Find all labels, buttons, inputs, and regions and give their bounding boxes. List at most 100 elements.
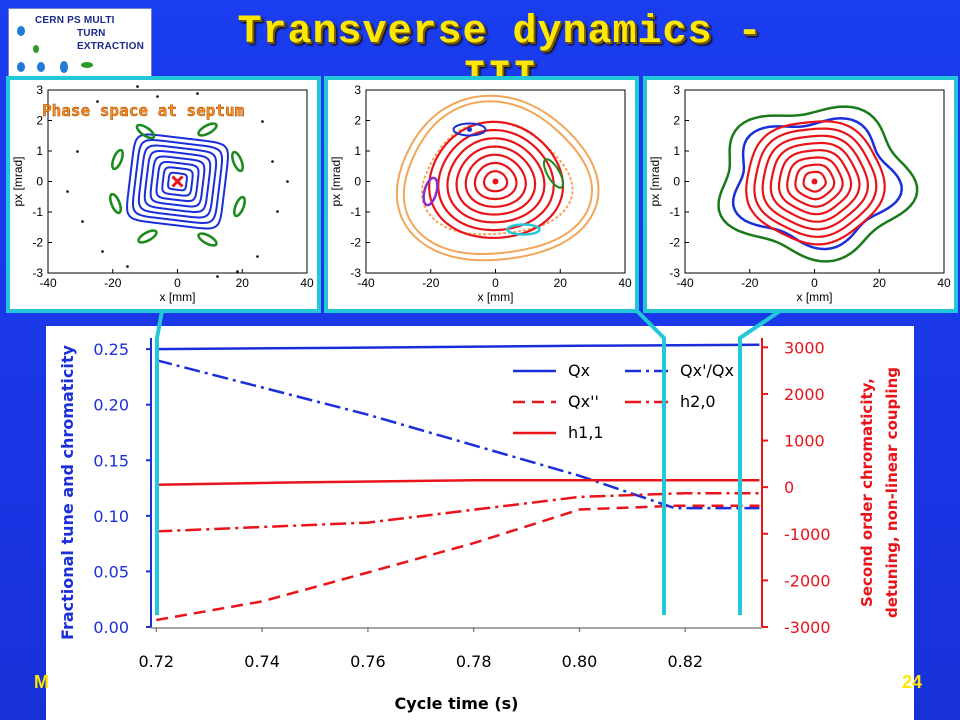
red-orbit xyxy=(446,137,546,224)
panel-y-tick-label: 0 xyxy=(673,175,680,189)
panel-x-axis-label: x [mm] xyxy=(478,290,514,304)
left-y-axis-label: Fractional tune and chromaticity xyxy=(58,344,77,639)
green-island xyxy=(231,150,244,173)
panel-y-tick-label: -1 xyxy=(32,205,43,219)
chaotic-point xyxy=(261,120,264,123)
right-y-tick-label: 2000 xyxy=(784,385,825,404)
septum-label: Phase space at septum xyxy=(42,101,245,120)
red-orbit xyxy=(753,127,878,238)
series-line-qxqx xyxy=(155,358,760,510)
panel-y-tick-label: 2 xyxy=(354,114,361,128)
panel-x-tick-label: 0 xyxy=(174,276,181,290)
green-island xyxy=(542,158,565,189)
x-tick-label: 0.80 xyxy=(562,652,598,671)
chaotic-point xyxy=(216,275,219,278)
panel-x-tick-label: -20 xyxy=(104,276,122,290)
chaotic-point xyxy=(286,180,289,183)
legend-label: Qx xyxy=(568,361,590,380)
panel-x-tick-label: 20 xyxy=(236,276,250,290)
right-y-tick-label: 3000 xyxy=(784,338,825,357)
panel-x-tick-label: 40 xyxy=(300,276,314,290)
panel-y-tick-label: 3 xyxy=(673,83,680,97)
phase-space-panel-3: -40 -20 0 20 40 3 2 1 0 -1 -2 -3 x [mm] px [mrad] xyxy=(643,76,958,313)
red-orbit xyxy=(802,170,827,193)
phase-space-panel-2: -40 -20 0 20 40 3 2 1 0 -1 -2 -3 x [mm] px [mrad] xyxy=(324,76,639,313)
panel-y-tick-label: 2 xyxy=(36,114,43,128)
logo-line-3: EXTRACTION xyxy=(77,41,144,52)
panel-x-tick-label: 0 xyxy=(811,276,818,290)
chaotic-point xyxy=(126,265,129,268)
panel-y-tick-label: -1 xyxy=(350,205,361,219)
red-orbit xyxy=(761,134,870,231)
cern-logo: CERN PS MULTI TURN EXTRACTION xyxy=(8,8,152,78)
left-y-tick-label: 0.05 xyxy=(93,562,129,581)
blue-orbit xyxy=(731,117,903,251)
chaotic-point xyxy=(136,85,139,88)
panel-x-tick-label: -20 xyxy=(422,276,440,290)
panel-x-axis-label: x [mm] xyxy=(797,290,833,304)
center-point xyxy=(811,178,818,185)
panel-y-tick-label: -2 xyxy=(350,236,361,250)
left-y-tick-label: 0.20 xyxy=(93,396,129,415)
left-y-tick-label: 0.25 xyxy=(93,340,129,359)
right-y-axis-label-line1: Second order chromaticity, xyxy=(858,378,876,607)
x-tick-label: 0.76 xyxy=(350,652,386,671)
panel-y-tick-label: 1 xyxy=(354,144,361,158)
green-orbit xyxy=(717,105,919,263)
chaotic-point xyxy=(81,220,84,223)
panel-y-tick-label: 1 xyxy=(673,144,680,158)
legend-label: Qx'/Qx xyxy=(680,361,734,380)
chart-background xyxy=(46,326,914,720)
chaotic-point xyxy=(236,270,239,273)
chaotic-point xyxy=(101,250,104,253)
x-tick-label: 0.82 xyxy=(667,652,703,671)
panel-x-axis-label: x [mm] xyxy=(160,290,196,304)
chaotic-point xyxy=(196,92,199,95)
green-island xyxy=(135,123,156,140)
chaotic-point xyxy=(156,95,159,98)
blue-orbit xyxy=(149,155,206,208)
panel-y-tick-label: 2 xyxy=(673,114,680,128)
red-orbit xyxy=(745,120,886,246)
blue-orbit xyxy=(167,171,188,192)
series-line-qx xyxy=(156,504,760,622)
panel-y-tick-label: -2 xyxy=(669,236,680,250)
right-y-tick-label: -1000 xyxy=(784,525,831,544)
panel-x-tick-label: -40 xyxy=(357,276,375,290)
blue-orbit xyxy=(143,150,212,213)
panel-frame xyxy=(6,76,321,313)
panel-y-axis-label: px [mrad] xyxy=(648,156,662,206)
red-orbit xyxy=(786,156,844,208)
panel-x-tick-label: 20 xyxy=(873,276,887,290)
cyan-island xyxy=(506,223,541,236)
panel-x-tick-label: -20 xyxy=(741,276,759,290)
logo-text: CERN PS MULTI TURN EXTRACTION xyxy=(35,14,144,53)
phase-space-panel-1: -40 -20 0 20 40 3 2 1 0 -1 -2 -3 x [mm] px [mrad] Phas… xyxy=(6,76,321,313)
green-island xyxy=(111,148,124,171)
series-line-h11 xyxy=(156,478,760,487)
legend-label: Qx'' xyxy=(568,392,599,411)
series-line-h20 xyxy=(156,491,760,533)
footer-left-text: M xyxy=(34,672,49,692)
chaotic-point xyxy=(271,160,274,163)
right-y-tick-label: -3000 xyxy=(784,618,831,637)
left-y-tick-label: 0.00 xyxy=(93,618,129,637)
green-island xyxy=(197,122,218,137)
panel-y-tick-label: 1 xyxy=(36,144,43,158)
panel-x-tick-label: -40 xyxy=(676,276,694,290)
legend-label: h1,1 xyxy=(568,423,604,442)
panel-y-tick-label: 3 xyxy=(36,83,43,97)
x-tick-label: 0.74 xyxy=(244,652,280,671)
blue-orbit xyxy=(155,160,200,203)
panel-y-tick-label: -3 xyxy=(350,266,361,280)
panel-y-tick-label: -2 xyxy=(32,236,43,250)
panel-y-axis-label: px [mrad] xyxy=(11,156,25,206)
right-y-tick-label: 1000 xyxy=(784,432,825,451)
chaotic-point xyxy=(276,210,279,213)
red-orbit xyxy=(794,163,836,201)
green-island xyxy=(233,195,246,218)
green-island xyxy=(137,229,158,244)
red-orbit xyxy=(777,149,853,216)
green-island xyxy=(197,232,218,247)
panel-y-tick-label: -3 xyxy=(32,266,43,280)
